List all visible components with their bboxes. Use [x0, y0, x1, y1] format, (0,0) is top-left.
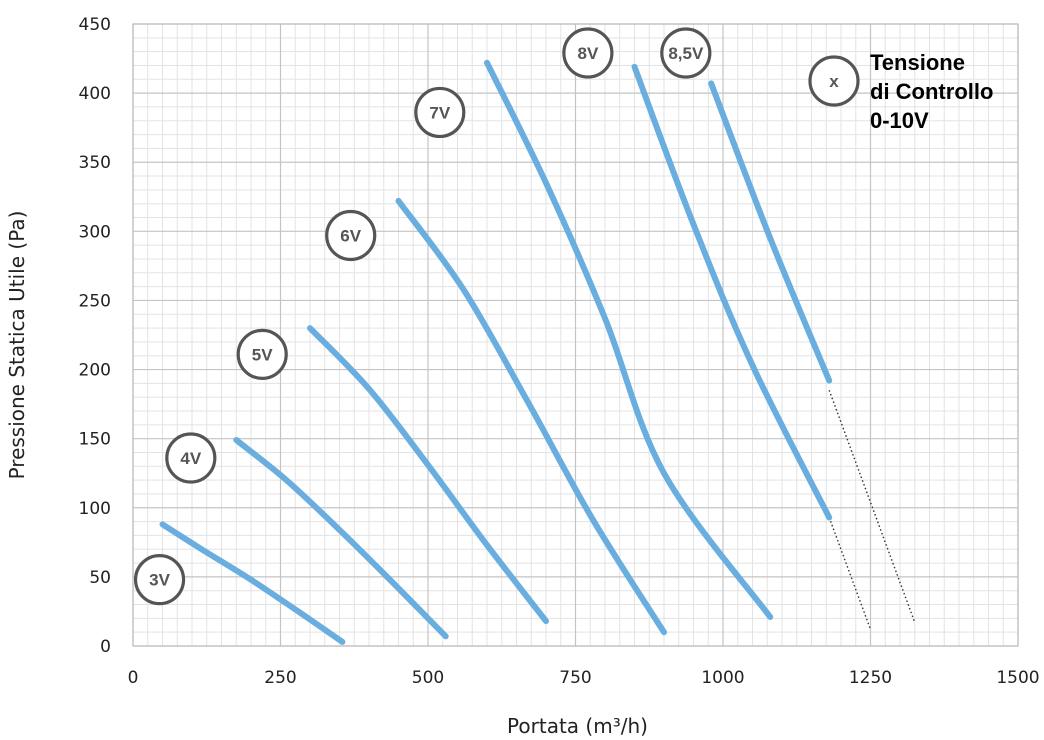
badge-circle	[165, 432, 217, 484]
x-tick-label: 500	[412, 668, 444, 688]
series-line-7v	[484, 59, 774, 620]
y-tick-label: 200	[79, 361, 111, 381]
series-lines	[159, 59, 833, 645]
series-line-6v	[395, 197, 667, 636]
y-tick-label: 0	[100, 637, 111, 657]
series-line-3v	[159, 521, 346, 645]
x-tick-label: 1250	[849, 668, 892, 688]
badge-label: 7V	[429, 103, 450, 122]
extension-line-8v	[828, 517, 872, 630]
y-tick-label: 100	[79, 499, 111, 519]
badge-5v: 5V	[236, 328, 288, 380]
badge-8v: 8V	[562, 27, 614, 79]
badge-circle	[236, 328, 288, 380]
badge-label: 4V	[180, 449, 201, 468]
x-axis-title: Portata (m³/h)	[507, 714, 648, 738]
badge-8-5v: 8,5V	[660, 27, 712, 79]
axes: 0 250 500 750 1000 1250 1500 0 50 100 150 200 250 300…	[79, 15, 1040, 688]
x-tick-label: 750	[559, 668, 591, 688]
series-line-8v	[631, 63, 833, 521]
y-tick-label: 450	[79, 15, 111, 35]
legend-text-line: 0-10V	[870, 108, 929, 133]
y-tick-label: 50	[89, 568, 111, 588]
badge-circle	[133, 554, 186, 606]
extension-lines	[828, 390, 916, 630]
y-tick-label: 150	[79, 430, 111, 450]
series-line-4v	[233, 437, 449, 640]
badge-label: 8V	[577, 44, 598, 63]
x-tick-label: 250	[264, 668, 296, 688]
x-tick-label: 1000	[701, 668, 744, 688]
badge-4v: 4V	[165, 432, 217, 484]
plot-frame	[132, 23, 1019, 647]
badge-label: 8,5V	[668, 44, 704, 63]
grid	[132, 23, 1019, 647]
x-tick-label: 0	[128, 668, 139, 688]
badge-circle	[660, 27, 712, 79]
legend-text-line: di Controllo	[870, 79, 993, 104]
badge-label: 3V	[149, 571, 170, 590]
y-axis-title: Pressione Statica Utile (Pa)	[5, 211, 29, 480]
badge-label: 6V	[340, 226, 361, 245]
badge-7v: 7V	[414, 86, 466, 139]
badge-circle	[325, 209, 377, 262]
badge-circle	[414, 86, 466, 139]
y-tick-label: 250	[79, 291, 111, 311]
series-line-5v	[307, 325, 549, 625]
y-tick-label: 400	[79, 84, 111, 104]
series-badges: 3V 4V 5V 6V 7V 8V 8,5V	[133, 27, 712, 606]
legend: x Tensione di Controllo 0-10V	[808, 50, 993, 133]
badge-label: 5V	[252, 345, 273, 364]
y-tick-label: 350	[79, 153, 111, 173]
badge-6v: 6V	[325, 209, 377, 262]
legend-symbol: x	[829, 72, 839, 91]
legend-text-line: Tensione	[870, 50, 965, 75]
y-tick-label: 300	[79, 222, 111, 242]
badge-circle	[562, 27, 614, 79]
legend-symbol-circle	[808, 55, 860, 107]
x-tick-label: 1500	[996, 668, 1039, 688]
badge-3v: 3V	[133, 554, 186, 606]
series-line-8-5v	[708, 80, 833, 384]
extension-line-8-5v	[828, 390, 916, 623]
